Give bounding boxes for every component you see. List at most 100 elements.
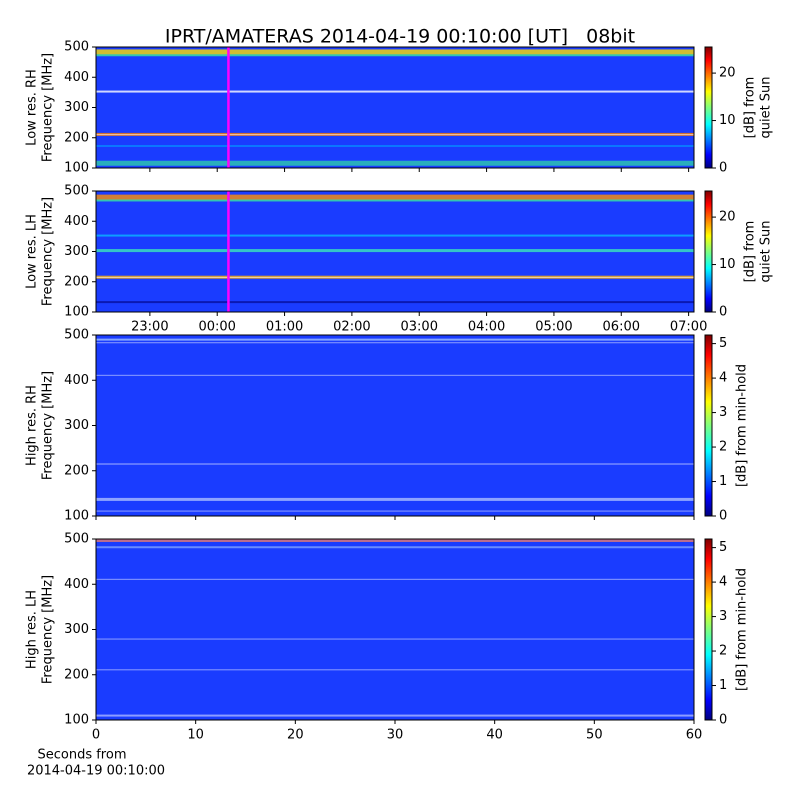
heatmap-stripe: [96, 54, 694, 57]
figure-title: IPRT/AMATERAS 2014-04-19 00:10:00 [UT] 0…: [165, 26, 635, 48]
y-tick-label: 400: [64, 214, 89, 229]
colorbar-tick-label: 1: [719, 474, 727, 489]
colorbar: [704, 190, 713, 313]
heatmap-stripe: [96, 276, 694, 278]
heatmap-stripe: [96, 546, 694, 549]
colorbar-tick-label: 0: [719, 509, 727, 524]
y-axis-label: Frequency [MHz]: [41, 371, 56, 480]
heatmap-background: [96, 335, 694, 516]
y-tick-label: 400: [64, 577, 89, 592]
x-tick-label: 60: [686, 728, 703, 743]
y-tick-label: 500: [64, 40, 89, 55]
y-tick-label: 500: [64, 328, 89, 343]
heatmap-stripe: [96, 539, 694, 542]
colorbar-tick-label: 3: [719, 405, 727, 420]
colorbar-tick-label: 0: [719, 161, 727, 176]
y-tick-label: 400: [64, 70, 89, 85]
x-tick-label: 0: [92, 728, 100, 743]
heatmap-stripe: [96, 669, 694, 671]
heatmap-background: [96, 47, 694, 168]
colorbar-label: quiet Sun: [759, 220, 774, 282]
y-axis-label: Frequency [MHz]: [41, 53, 56, 162]
x-tick-label: 01:00: [266, 320, 303, 335]
x-tick-label: 50: [586, 728, 603, 743]
x-tick-label: 02:00: [333, 320, 370, 335]
colorbar-tick-label: 10: [719, 113, 736, 128]
heatmap-stripe: [96, 510, 694, 512]
heatmap-stripe: [96, 714, 694, 717]
heatmap-stripe: [96, 342, 694, 344]
colorbar-tick-label: 5: [719, 336, 727, 351]
y-tick-label: 100: [64, 713, 89, 728]
x-tick-label: 40: [486, 728, 503, 743]
y-tick-label: 100: [64, 305, 89, 320]
x-tick-label: 20: [287, 728, 304, 743]
heatmap-stripe: [96, 497, 694, 501]
y-tick-label: 400: [64, 373, 89, 388]
x-tick-label: 07:00: [670, 320, 707, 335]
x-tick-label: 30: [387, 728, 404, 743]
y-axis-label: Frequency [MHz]: [41, 197, 56, 306]
x-tick-label: 05:00: [535, 320, 572, 335]
colorbar-label: [dB] from min-hold: [735, 568, 750, 691]
heatmap-stripe: [96, 160, 694, 166]
x-tick-label: 00:00: [198, 320, 235, 335]
colorbar-label: quiet Sun: [759, 76, 774, 138]
colorbar-tick-label: 0: [719, 713, 727, 728]
colorbar-tick-label: 0: [719, 305, 727, 320]
heatmap-stripe: [96, 90, 694, 93]
colorbar-tick-label: 20: [719, 66, 736, 81]
heatmap-stripe: [96, 249, 694, 253]
heatmap-stripe: [96, 199, 694, 202]
y-axis-label: Low res. RH: [25, 69, 40, 146]
y-tick-label: 500: [64, 532, 89, 547]
x-tick-label: 04:00: [468, 320, 505, 335]
y-tick-label: 500: [64, 184, 89, 199]
colorbar-label: [dB] from: [743, 221, 758, 283]
y-axis-label: Low res. LH: [25, 214, 40, 289]
heatmap-stripe: [96, 374, 694, 376]
x-tick-label: 23:00: [131, 320, 168, 335]
colorbar-tick-label: 4: [719, 371, 727, 386]
colorbar: [704, 46, 713, 169]
x-tick-label: 03:00: [401, 320, 438, 335]
x-tick-label: 06:00: [603, 320, 640, 335]
y-tick-label: 300: [64, 418, 89, 433]
y-tick-label: 300: [64, 622, 89, 637]
heatmap-stripe: [96, 134, 694, 136]
heatmap-stripe: [96, 49, 694, 55]
colorbar: [704, 334, 713, 517]
colorbar-tick-label: 3: [719, 609, 727, 624]
colorbar-tick-label: 4: [719, 575, 727, 590]
colorbar-tick-label: 2: [719, 644, 727, 659]
heatmap-background: [96, 539, 694, 720]
y-tick-label: 200: [64, 667, 89, 682]
y-tick-label: 100: [64, 161, 89, 176]
colorbar-tick-label: 1: [719, 678, 727, 693]
y-tick-label: 300: [64, 244, 89, 259]
heatmap-stripe: [96, 578, 694, 580]
colorbar-tick-label: 20: [719, 210, 736, 225]
colorbar-label: [dB] from: [743, 77, 758, 139]
heatmap-stripe: [96, 638, 694, 640]
colorbar-tick-label: 10: [719, 257, 736, 272]
x-axis-label: Seconds from: [37, 748, 126, 763]
y-tick-label: 200: [64, 274, 89, 289]
y-axis-label: High res. LH: [25, 590, 40, 669]
colorbar-tick-label: 2: [719, 440, 727, 455]
heatmap-stripe: [96, 301, 694, 304]
y-axis-label: Frequency [MHz]: [41, 575, 56, 684]
heatmap-stripe: [96, 338, 694, 341]
x-tick-label: 10: [187, 728, 204, 743]
y-tick-label: 300: [64, 100, 89, 115]
heatmap-stripe: [96, 463, 694, 465]
colorbar-tick-label: 5: [719, 540, 727, 555]
colorbar: [704, 538, 713, 721]
heatmap-stripe: [96, 145, 694, 148]
y-tick-label: 200: [64, 130, 89, 145]
x-axis-label: 2014-04-19 00:10:00: [27, 764, 165, 779]
y-tick-label: 100: [64, 509, 89, 524]
heatmap-stripe: [96, 194, 694, 200]
heatmap-stripe: [96, 234, 694, 237]
